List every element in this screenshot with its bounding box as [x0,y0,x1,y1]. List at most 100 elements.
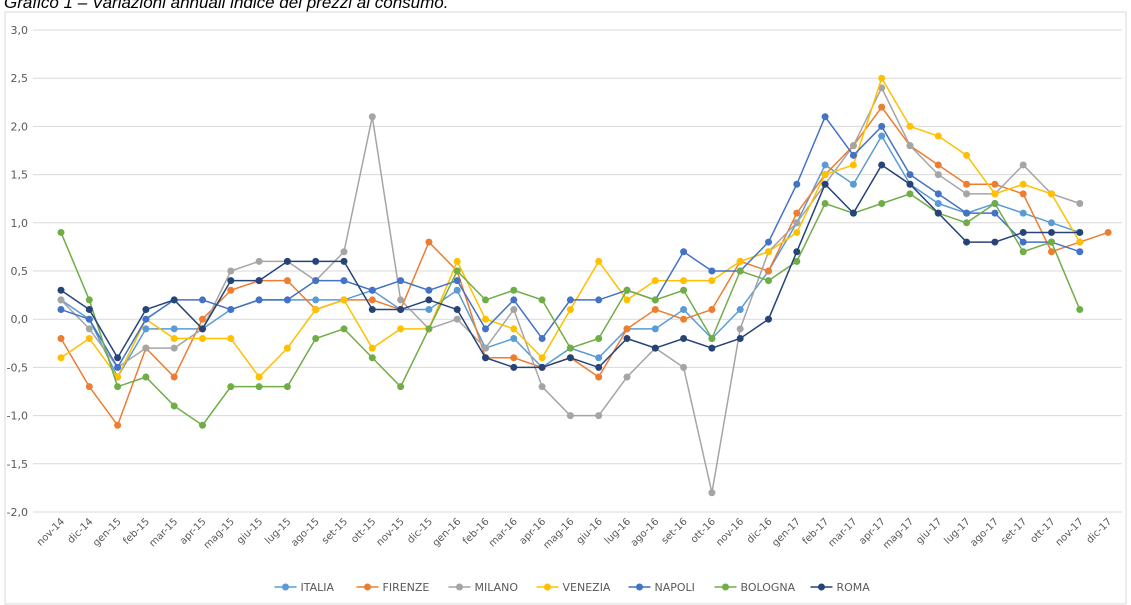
point [1048,248,1055,256]
point [142,325,150,333]
point [1076,200,1084,208]
x-tick-label: mag-15 [202,516,237,551]
x-tick-label: mar-17 [827,516,860,549]
point [793,228,801,236]
point [142,373,150,381]
point [255,296,263,304]
point [510,354,518,362]
point [114,383,122,391]
point [397,325,405,333]
point [170,296,178,304]
x-tick-label: ago-16 [629,516,662,549]
point [1076,228,1084,236]
point [680,286,688,294]
point [368,286,376,294]
point [1048,228,1055,236]
point [566,412,574,420]
series [57,190,1084,429]
point [538,354,546,362]
point [878,200,886,208]
x-tick-label: giu-16 [575,516,605,546]
point [991,209,999,217]
point [227,277,235,285]
point [85,315,93,323]
point [651,325,659,333]
point [255,257,263,265]
point [227,286,235,294]
point [340,277,348,285]
point [283,257,291,265]
legend-label: NAPOLI [655,581,695,594]
point [482,325,489,333]
point [397,277,405,285]
series [57,84,1084,497]
point [255,277,263,285]
legend-marker [282,583,289,591]
point [963,151,971,159]
point [595,412,603,420]
point [595,334,603,342]
point [963,219,971,227]
x-tick-label: nov-17 [1054,516,1086,548]
point [510,334,518,342]
point [708,344,716,352]
point [57,306,65,314]
point [538,334,546,342]
point [991,180,999,188]
point [85,383,93,391]
point [1076,238,1084,246]
point [708,267,716,275]
point [368,354,376,362]
point [934,200,942,208]
legend-marker [544,583,551,591]
point [991,200,999,208]
y-tick-label: 0,5 [11,265,29,278]
point [793,257,801,265]
point [57,228,65,236]
x-tick-label: set-16 [660,516,690,546]
point [312,306,320,314]
point [765,238,772,246]
point [199,421,206,429]
point [340,257,348,265]
point [878,84,886,92]
x-tick-label: mag-16 [541,516,576,551]
point [736,325,744,333]
point [1048,219,1055,227]
point [453,315,461,323]
legend-marker [364,583,371,591]
point [963,209,971,217]
point [963,190,971,198]
point [510,286,518,294]
point [991,238,999,246]
point [482,354,489,362]
point [878,122,886,130]
point [906,180,914,188]
legend-marker [456,583,463,591]
point [765,267,772,275]
x-tick-label: nov-14 [35,516,67,548]
y-tick-label: 2,5 [11,72,29,85]
point [849,209,857,217]
point [312,257,320,265]
point [510,363,518,371]
point [453,257,461,265]
point [85,306,93,314]
point [227,383,235,391]
point [821,200,829,208]
point [623,334,631,342]
point [963,180,971,188]
point [623,373,631,381]
point [878,161,886,169]
series-line [60,115,1081,369]
point [482,315,489,323]
point [1019,190,1027,198]
x-tick-label: set-15 [320,516,350,546]
point [199,325,206,333]
point [170,325,178,333]
point [199,296,206,304]
point [57,296,65,304]
x-tick-label: set-17 [999,516,1029,546]
point [680,306,688,314]
point [482,296,489,304]
